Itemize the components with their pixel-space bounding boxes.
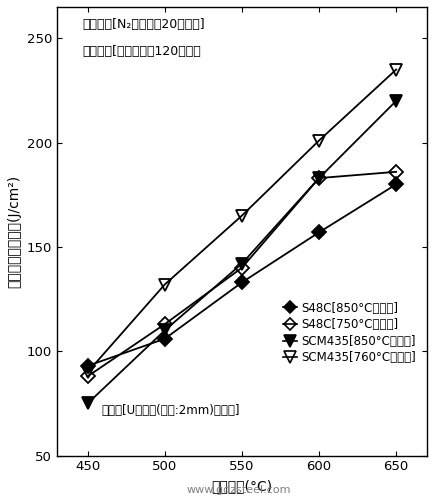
Text: 試験片[Uノッチ(深さ:2mm)試験片]: 試験片[Uノッチ(深さ:2mm)試験片] <box>101 404 240 417</box>
Text: 焼入加熱[N₂雰囲気，20分保持]: 焼入加熱[N₂雰囲気，20分保持] <box>82 18 205 31</box>
Y-axis label: シャルピー衝撃値(J/cm²): シャルピー衝撃値(J/cm²) <box>7 174 21 288</box>
Legend: S48C[850°C，水冷], S48C[750°C，水冷], SCM435[850°C，油冷], SCM435[760°C，油冷]: S48C[850°C，水冷], S48C[750°C，水冷], SCM435[8… <box>278 297 421 369</box>
Text: www.gdzsteel.com: www.gdzsteel.com <box>187 485 291 495</box>
X-axis label: 焼戻温度(°C): 焼戻温度(°C) <box>211 479 273 493</box>
Text: 焼戻加熱[大気加熱，120分保持: 焼戻加熱[大気加熱，120分保持 <box>82 45 201 58</box>
